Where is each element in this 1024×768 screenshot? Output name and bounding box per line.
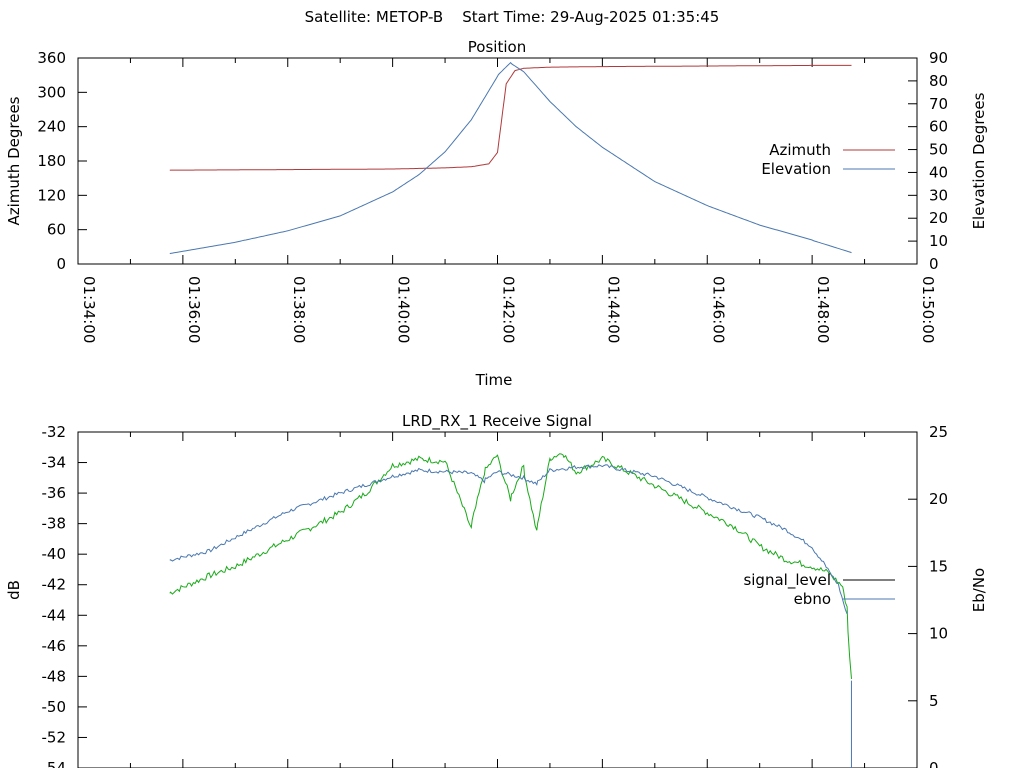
ebno-trace [169, 453, 852, 679]
y-tick-label: -52 [42, 728, 67, 746]
y2-tick-label: 90 [929, 49, 948, 67]
y2-tick-label: 30 [929, 186, 948, 204]
x-tick-label: 01:36:00 [185, 276, 203, 343]
y2-tick-label: 60 [929, 118, 948, 136]
y-tick-label: 180 [37, 152, 66, 170]
db-axis-label: dB [5, 580, 23, 600]
legend-label: Elevation [761, 160, 831, 178]
y-tick-label: 300 [37, 83, 66, 101]
y-tick-label: -34 [42, 454, 67, 472]
y2-tick-label: 80 [929, 72, 948, 90]
x-tick-label: 01:48:00 [814, 276, 832, 343]
position-title: Position [468, 38, 526, 56]
legend-label: signal_level [743, 571, 831, 590]
y-tick-label: -50 [42, 698, 67, 716]
y2-tick-label: 40 [929, 163, 948, 181]
legend-label: Azimuth [769, 141, 831, 159]
y2-tick-label: 50 [929, 141, 948, 159]
receive-signal-panel: LRD_RX_1 Receive Signal dB Eb/No -54 -52 -… [5, 412, 988, 768]
y-tick-label: -32 [42, 423, 67, 441]
y2-tick-label: 70 [929, 95, 948, 113]
y2-tick-label: 20 [929, 209, 948, 227]
y-tick-label: -38 [42, 515, 67, 533]
y2-tick-label: 20 [929, 490, 948, 508]
x-tick-label: 01:46:00 [709, 276, 727, 343]
elevation-axis-label: Elevation Degrees [970, 92, 988, 229]
y2-tick-label: 10 [929, 232, 948, 250]
signal-level-trace [169, 464, 848, 615]
y-tick-label: 0 [56, 255, 66, 273]
y2-tick-label: 15 [929, 557, 948, 575]
y-tick-label: -48 [42, 667, 67, 685]
y-tick-label: 240 [37, 118, 66, 136]
ebno-axis-label: Eb/No [970, 568, 988, 612]
y2-tick-label: 0 [929, 255, 939, 273]
azimuth-line [169, 64, 852, 171]
receive-signal-title: LRD_RX_1 Receive Signal [402, 412, 592, 431]
legend-label: ebno [794, 590, 831, 608]
x-tick-label: 01:40:00 [395, 276, 413, 343]
y2-tick-label: 5 [929, 692, 939, 710]
x-tick-label: 01:42:00 [500, 276, 518, 343]
x-tick-label: 01:44:00 [604, 276, 622, 343]
y-tick-label: -54 [42, 759, 67, 768]
receive-signal-plot-frame [77, 431, 918, 768]
y-tick-label: -36 [42, 484, 67, 502]
elevation-line [169, 61, 852, 255]
y-tick-label: -44 [42, 606, 67, 624]
time-axis-label: Time [475, 371, 513, 389]
position-panel: Position Azimuth Degrees Elevation Degre… [5, 38, 988, 389]
x-tick-label: 01:38:00 [290, 276, 308, 343]
y2-tick-label: 25 [929, 423, 948, 441]
y-tick-label: -42 [42, 576, 67, 594]
y-tick-label: 60 [47, 221, 66, 239]
y2-tick-label: 10 [929, 625, 948, 643]
y-tick-label: -46 [42, 637, 67, 655]
y-tick-label: 360 [37, 49, 66, 67]
azimuth-axis-label: Azimuth Degrees [5, 96, 23, 225]
x-tick-label: 01:50:00 [919, 276, 937, 343]
x-tick-label: 01:34:00 [80, 276, 98, 343]
chart-main-title: Satellite: METOP-B Start Time: 29-Aug-20… [305, 8, 720, 26]
y-tick-label: 120 [37, 186, 66, 204]
y-tick-label: -40 [42, 545, 67, 563]
y2-tick-label: 0 [929, 759, 939, 768]
